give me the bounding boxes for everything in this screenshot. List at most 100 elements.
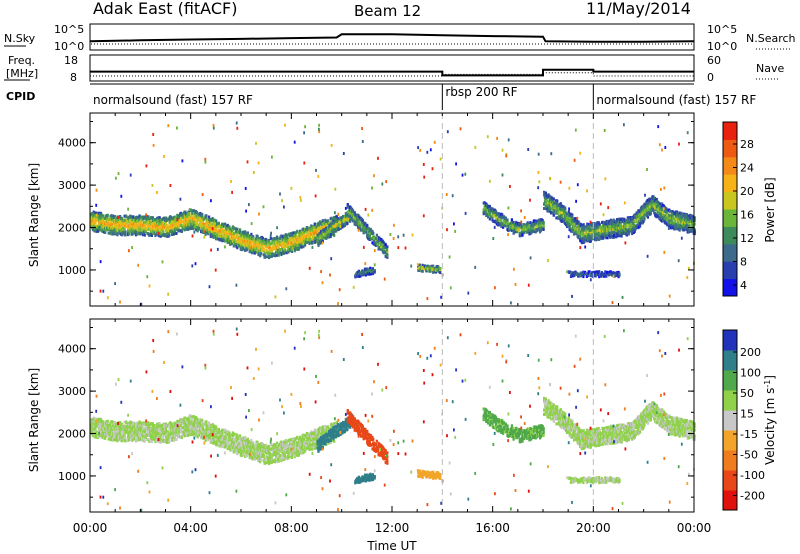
echo-cell (559, 202, 562, 206)
echo-cell (314, 194, 317, 198)
echo-cell (371, 267, 375, 271)
echo-cell (527, 148, 530, 151)
echo-cell (587, 230, 590, 234)
echo-cell (191, 211, 194, 215)
echo-cell (190, 227, 193, 230)
echo-cell (267, 238, 271, 242)
echo-cell (151, 183, 154, 187)
echo-cell (377, 156, 379, 160)
echo-cell (503, 224, 506, 228)
freq-right-tick-bottom: 0 (707, 71, 714, 84)
echo-cell (571, 213, 574, 217)
echo-cell (570, 271, 573, 275)
echo-cell (624, 227, 628, 231)
echo-cell (137, 263, 140, 267)
echo-cell (193, 216, 196, 220)
echo-cell (206, 228, 209, 232)
cpid-segment-label: normalsound (fast) 157 RF (93, 93, 253, 107)
echo-cell (691, 219, 694, 223)
echo-cell (421, 269, 424, 273)
echo-cell (305, 238, 308, 242)
echo-cell (347, 217, 350, 221)
echo-cell (223, 222, 227, 226)
noise-panel (89, 23, 695, 51)
echo-cell (234, 231, 237, 235)
echo-cell (196, 229, 199, 233)
echo-cell (317, 174, 320, 178)
echo-cell (299, 196, 302, 199)
echo-cell (494, 210, 498, 214)
echo-cell (207, 232, 210, 236)
echo-cell (147, 215, 150, 219)
echo-cell (668, 294, 671, 298)
echo-cell (606, 236, 609, 240)
echo-cell (693, 222, 696, 226)
echo-cell (549, 204, 552, 208)
echo-cell (376, 242, 379, 246)
echo-cell (673, 217, 676, 221)
echo-cell (129, 219, 132, 223)
echo-cell (528, 229, 531, 233)
echo-cell (245, 248, 249, 252)
echo-cell (268, 246, 271, 250)
echo-cell (461, 173, 464, 177)
echo-cell (492, 220, 495, 223)
echo-cell (631, 220, 634, 223)
echo-cell (661, 207, 664, 211)
echo-cell (642, 219, 645, 223)
echo-cell (517, 225, 520, 229)
echo-cell (140, 216, 143, 220)
echo-cell (597, 273, 600, 277)
echo-cell (590, 237, 593, 241)
echo-cell (628, 225, 631, 229)
echo-cell (570, 222, 573, 226)
echo-cell (666, 210, 669, 214)
echo-cell (279, 192, 281, 196)
echo-cell (289, 232, 293, 236)
echo-cell (371, 230, 374, 234)
echo-cell (92, 214, 95, 218)
echo-cell (679, 214, 682, 218)
echo-cell (386, 254, 389, 258)
echo-cell (335, 219, 339, 223)
echo-cell (115, 218, 118, 222)
echo-cell (100, 224, 103, 228)
echo-cell (640, 212, 643, 216)
echo-cell (676, 216, 680, 220)
echo-cell (321, 219, 324, 223)
echo-cell (531, 227, 534, 231)
echo-cell (350, 206, 353, 210)
echo-cell (511, 228, 514, 232)
nave-line (90, 72, 694, 77)
echo-cell (678, 142, 680, 146)
echo-cell (224, 245, 226, 249)
echo-cell (549, 207, 552, 211)
echo-cell (573, 158, 576, 162)
echo-cell (316, 236, 319, 240)
echo-cell (236, 126, 239, 130)
echo-cell (167, 124, 170, 128)
echo-cell (99, 213, 101, 217)
echo-cell (164, 221, 168, 224)
echo-cell (200, 220, 203, 224)
echo-cell (309, 237, 312, 241)
echo-cell (383, 277, 386, 281)
echo-cell (213, 221, 216, 225)
echo-cell (235, 283, 238, 287)
echo-cell (311, 239, 314, 243)
echo-cell (423, 175, 426, 179)
echo-cell (193, 209, 196, 213)
echo-cell (252, 235, 255, 239)
echo-cell (288, 239, 291, 243)
echo-cell (131, 232, 134, 236)
echo-cell (335, 214, 338, 218)
echo-cell (518, 232, 521, 235)
echo-cell (582, 223, 585, 227)
echo-cell (323, 223, 326, 227)
echo-cell (290, 248, 293, 251)
echo-cell (236, 246, 239, 250)
echo-cell (363, 267, 367, 271)
echo-cell (372, 231, 375, 235)
echo-cell (142, 217, 145, 221)
